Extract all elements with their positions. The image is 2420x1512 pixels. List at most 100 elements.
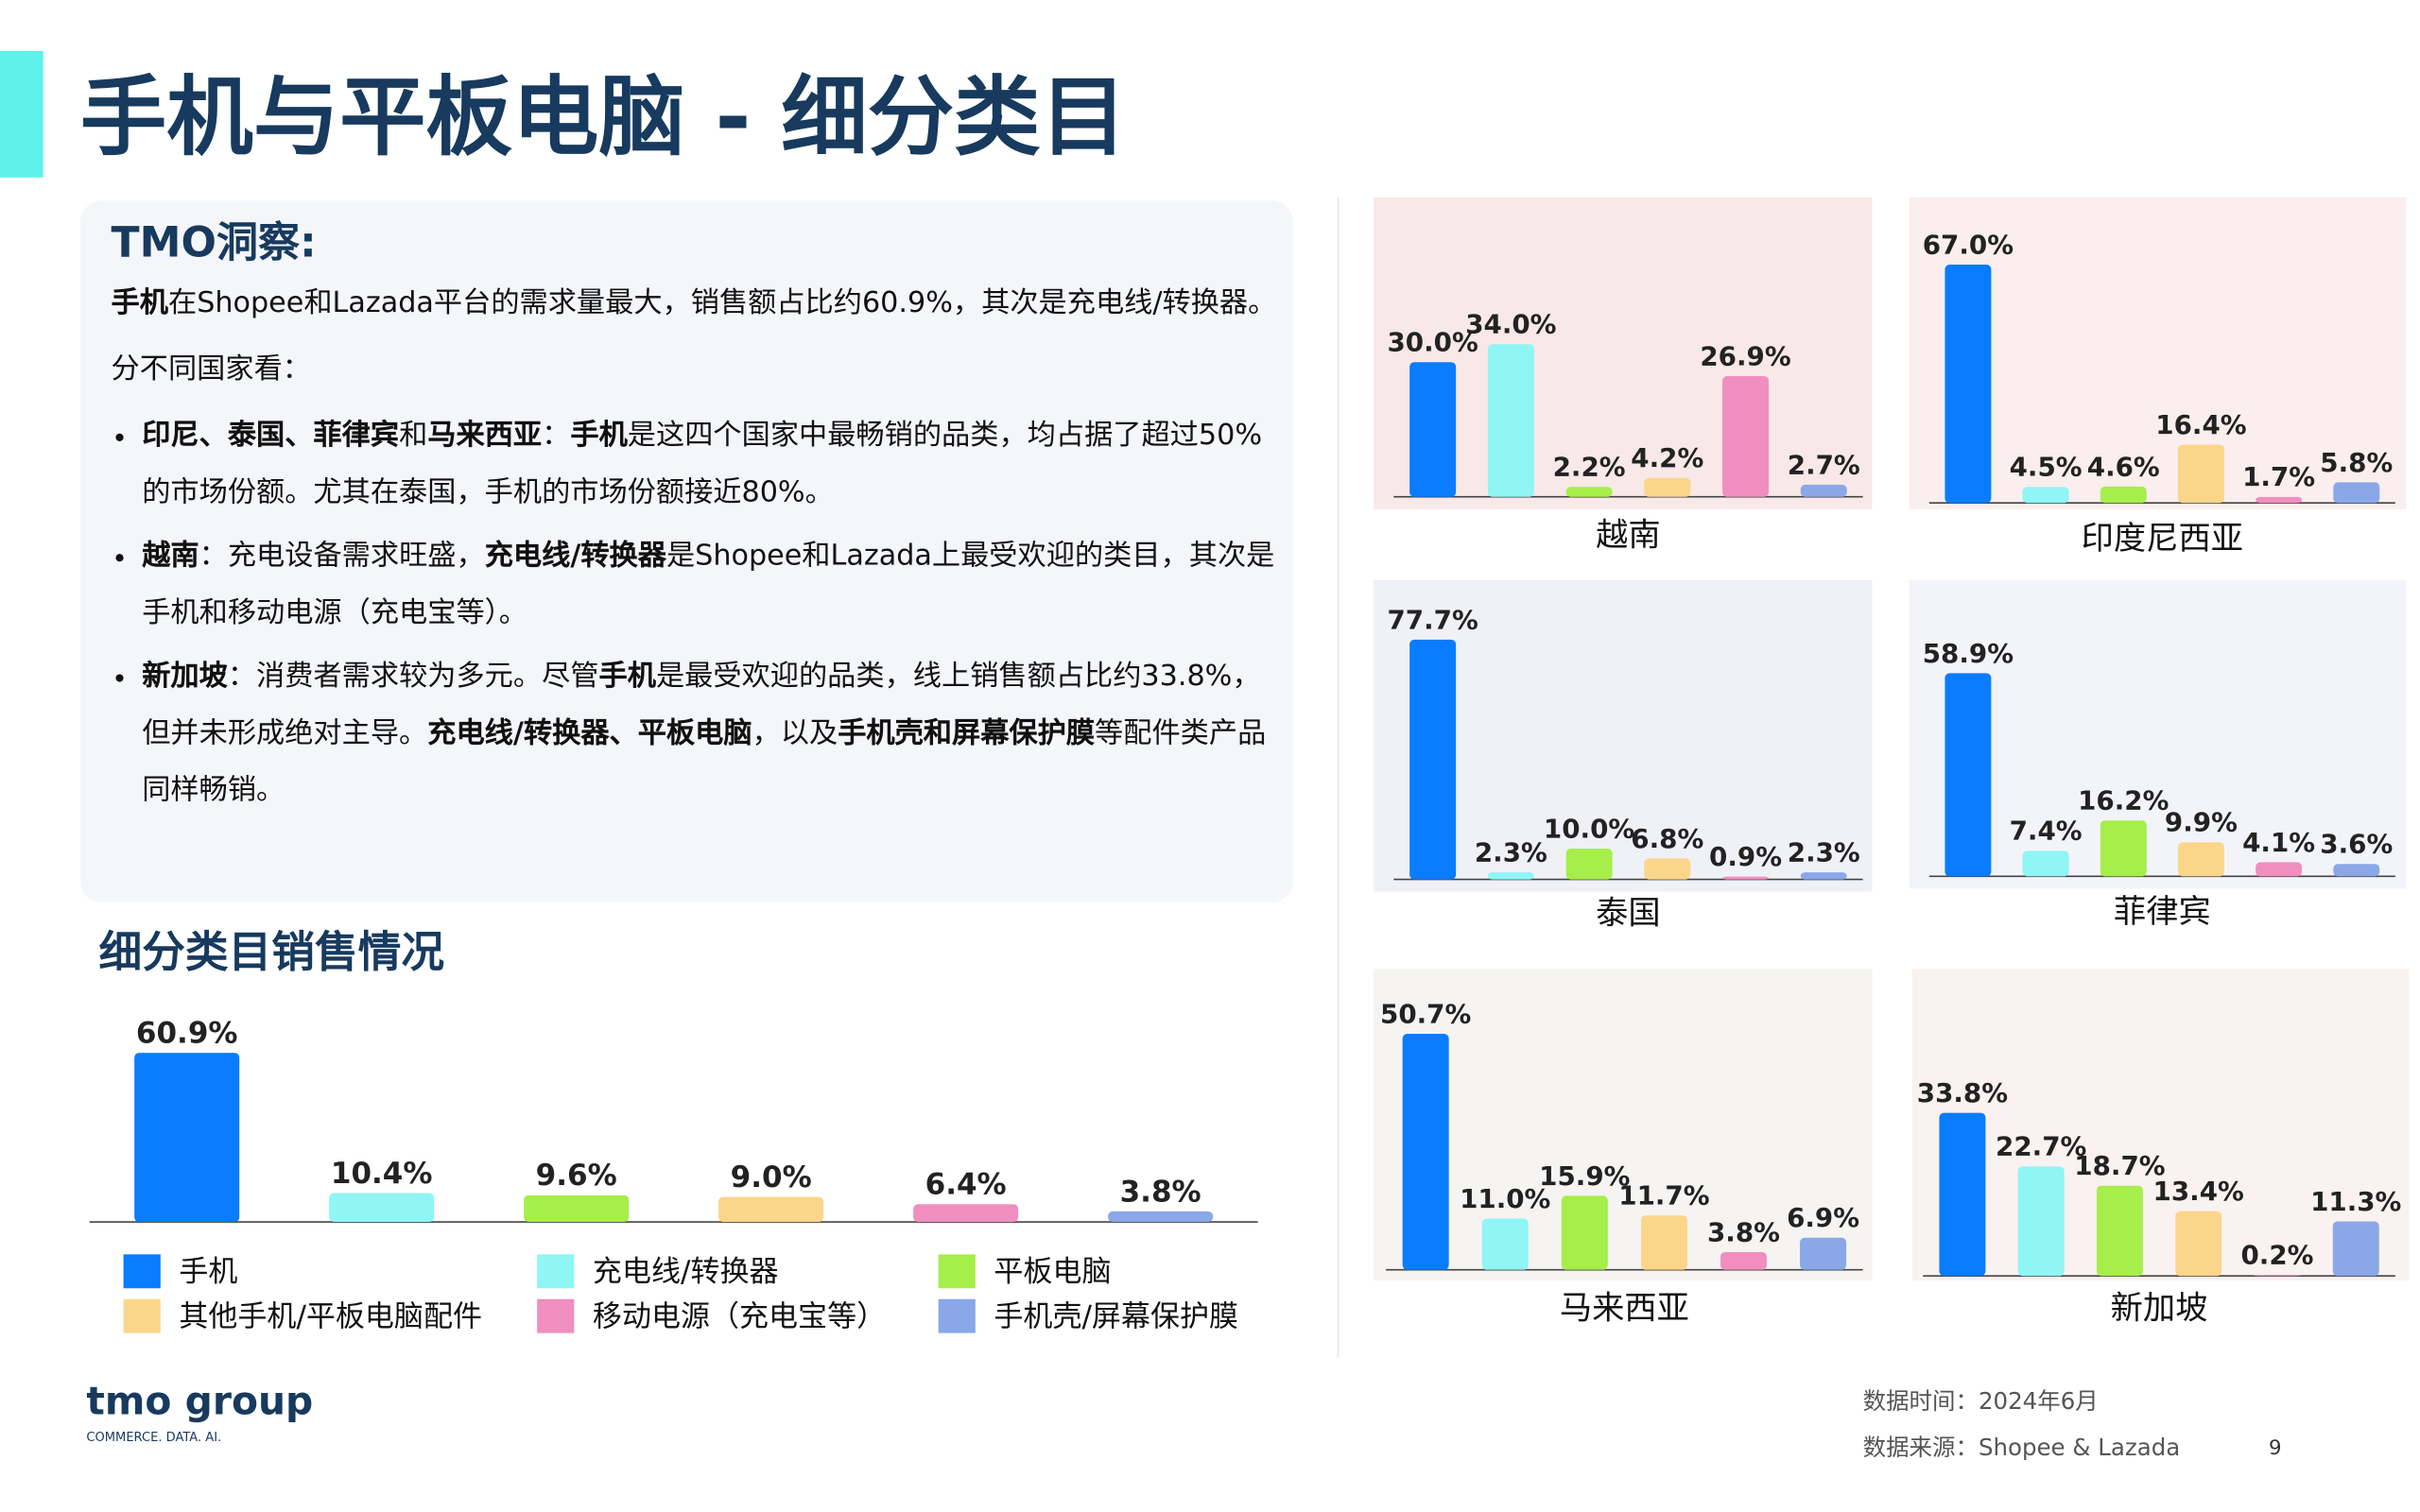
paragraph: 分不同国家看：	[112, 341, 1278, 398]
bar	[1945, 673, 1992, 877]
bar	[2256, 862, 2303, 877]
bar	[1409, 639, 1457, 880]
value-label: 6.9%	[1787, 1202, 1859, 1233]
value-label: 22.7%	[1996, 1131, 2086, 1162]
chart-background	[1909, 579, 2407, 889]
slide-title: 手机与平板电脑 - 细分类目	[80, 67, 1127, 168]
value-label: 11.3%	[2310, 1186, 2401, 1217]
value-label: 1.7%	[2242, 461, 2315, 492]
bar	[1561, 1195, 1608, 1270]
bar	[2254, 1275, 2301, 1277]
bar	[1939, 1112, 1986, 1277]
text: 是Shopee和Lazada上最受欢迎的类目，其次是手机和移动电源（充电宝等）。	[142, 540, 1275, 630]
bold-text: 越南	[142, 540, 199, 573]
bar	[2333, 482, 2380, 504]
value-label: 2.3%	[1475, 837, 1547, 868]
bar	[1487, 872, 1534, 880]
bar	[1722, 375, 1770, 497]
bar	[2022, 487, 2069, 504]
bold-text: 马来西亚	[427, 420, 543, 453]
value-label: 3.6%	[2320, 829, 2393, 860]
value-label: 5.8%	[2320, 447, 2393, 478]
legend-swatch	[123, 1298, 161, 1333]
bar	[2100, 486, 2147, 504]
value-label: 10.0%	[1544, 813, 1634, 844]
bar	[2332, 1221, 2379, 1277]
bar	[1640, 1215, 1687, 1270]
bar	[2256, 496, 2303, 504]
insight-body: 手机在Shopee和Lazada平台的需求量最大，销售额占比约60.9%，其次是…	[112, 275, 1278, 900]
chart-title: 印度尼西亚	[2082, 520, 2243, 558]
value-label: 0.9%	[1709, 841, 1782, 872]
value-label: 7.4%	[2010, 816, 2083, 847]
bold-text: 充电线/转换器	[484, 540, 666, 573]
legend-swatch	[938, 1298, 976, 1333]
bar	[1409, 362, 1457, 497]
bullet-list: 印尼、泰国、菲律宾和马来西亚：手机是这四个国家中最畅销的品类，均占据了超过50%…	[112, 407, 1278, 819]
text: 分不同国家看：	[111, 352, 312, 387]
legend-label: 移动电源（充电宝等）	[593, 1299, 886, 1333]
value-label: 4.1%	[2242, 827, 2315, 858]
accent-bar	[0, 50, 43, 178]
legend-swatch	[537, 1298, 575, 1333]
bold-text: 手机	[598, 660, 656, 694]
value-label: 58.9%	[1923, 638, 2014, 669]
bold-text: 手机	[111, 286, 168, 319]
value-label: 9.6%	[536, 1159, 617, 1193]
bar	[1487, 344, 1534, 497]
bar	[329, 1193, 435, 1223]
value-label: 0.2%	[2240, 1240, 2313, 1271]
text: 和	[399, 420, 428, 453]
value-label: 11.0%	[1460, 1183, 1550, 1214]
value-label: 16.4%	[2155, 409, 2246, 440]
legend-swatch	[123, 1254, 161, 1289]
bar	[134, 1053, 240, 1223]
value-label: 9.9%	[2165, 807, 2238, 838]
value-label: 2.3%	[1788, 837, 1860, 868]
value-label: 4.2%	[1631, 442, 1703, 473]
bar	[1108, 1211, 1214, 1223]
bold-text: 新加坡	[142, 660, 228, 694]
bar	[2017, 1166, 2065, 1277]
bar	[1800, 872, 1847, 880]
data-date: 数据时间：2024年6月	[1863, 1387, 2099, 1415]
bullet: 印尼、泰国、菲律宾和马来西亚：手机是这四个国家中最畅销的品类，均占据了超过50%…	[142, 407, 1278, 522]
text: ，以及	[752, 717, 838, 750]
text: 是最受欢迎的品类，线上销售额占比约33.8%，但并未形成绝对主导。	[142, 660, 1261, 750]
value-label: 3.8%	[1707, 1216, 1780, 1247]
value-label: 3.8%	[1120, 1175, 1201, 1209]
chart-title: 泰国	[1596, 895, 1661, 933]
bar	[1722, 876, 1770, 880]
legend-swatch	[938, 1254, 976, 1289]
bold-text: 手机壳和屏幕保护膜	[838, 717, 1096, 750]
value-label: 15.9%	[1539, 1160, 1630, 1192]
value-label: 2.2%	[1553, 452, 1626, 483]
value-label: 4.5%	[2010, 452, 2083, 483]
bar	[1481, 1218, 1529, 1270]
value-label: 18.7%	[2074, 1150, 2165, 1181]
bar	[2100, 820, 2147, 877]
legend-label: 手机	[179, 1255, 237, 1289]
legend-label: 充电线/转换器	[593, 1255, 779, 1289]
logo: tmo group	[86, 1379, 313, 1424]
bar	[524, 1194, 630, 1223]
bar	[2333, 864, 2380, 877]
text: ：消费者需求较为多元。尽管	[227, 660, 599, 694]
value-label: 33.8%	[1917, 1077, 2008, 1108]
chart-background	[1374, 197, 1873, 509]
bar	[1800, 1237, 1847, 1270]
bar	[2096, 1185, 2143, 1277]
value-label: 6.4%	[925, 1168, 1007, 1202]
value-label: 13.4%	[2153, 1176, 2244, 1207]
value-label: 4.6%	[2087, 451, 2160, 482]
chart-title: 马来西亚	[1560, 1290, 1689, 1328]
bold-text: 充电线/转换器、平板电脑	[427, 717, 752, 750]
chart-background	[1911, 969, 2410, 1281]
chart-background	[1374, 579, 1873, 892]
text: 等配件类产品同样畅销。	[142, 717, 1267, 807]
value-label: 6.8%	[1631, 823, 1703, 854]
chart-title: 菲律宾	[2114, 893, 2211, 931]
legend-label: 其他手机/平板电脑配件	[179, 1299, 482, 1333]
bar	[1800, 484, 1847, 497]
insight-text: 手机在Shopee和Lazada平台的需求量最大，销售额占比约60.9%，其次是…	[112, 275, 1278, 819]
